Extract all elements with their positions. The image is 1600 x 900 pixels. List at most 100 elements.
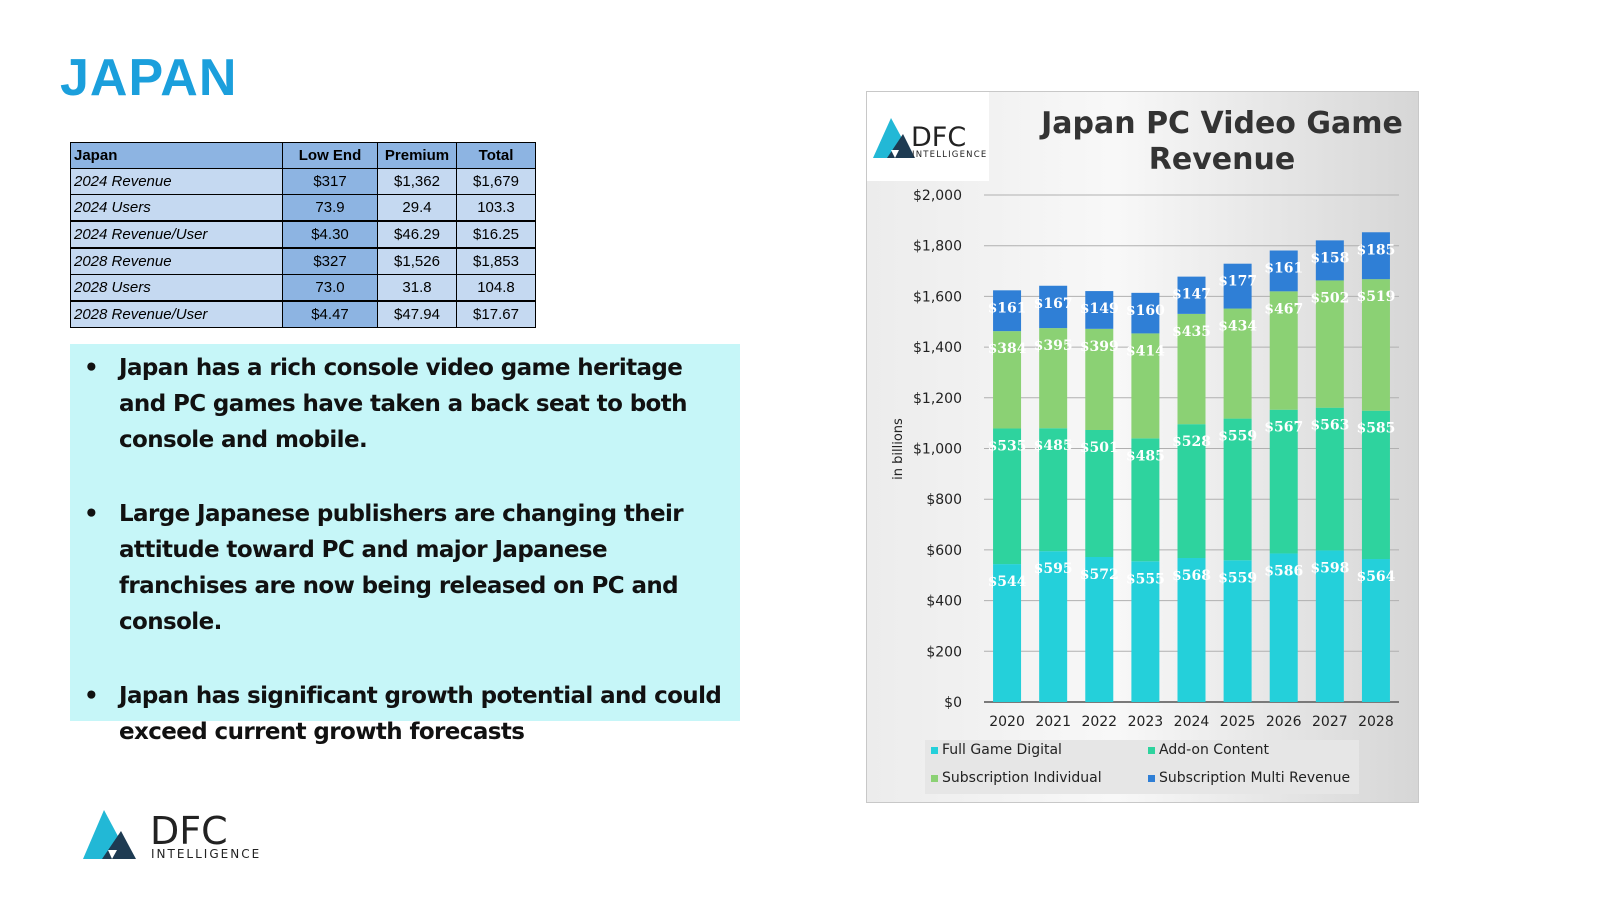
y-tick-label: $400 (926, 594, 962, 610)
x-tick-label: 2027 (1312, 714, 1348, 730)
data-label: $161 (988, 300, 1027, 316)
bar-segment (1131, 438, 1160, 562)
chart-panel: $0 $200 $400 $600 $800 $1,000 $1,200 $1,400 $1,6… (866, 91, 1419, 803)
table-cell: $1,679 (456, 168, 536, 195)
bar-segment (1361, 232, 1390, 280)
table-cell: $46.29 (377, 220, 457, 249)
bar-segment (1131, 333, 1160, 439)
x-tick-label: 2028 (1358, 714, 1394, 730)
bar-segment (1039, 285, 1068, 329)
data-label: $519 (1356, 289, 1395, 305)
table-cell: $4.30 (282, 220, 378, 249)
data-label: $167 (1034, 296, 1073, 312)
y-tick-label: $200 (926, 644, 962, 660)
data-label: $535 (988, 438, 1027, 454)
data-label: $485 (1034, 438, 1073, 454)
legend-label: Subscription Multi Revenue (1159, 770, 1350, 786)
x-tick-label: 2026 (1266, 714, 1302, 730)
data-label: $559 (1218, 429, 1257, 445)
table-cell: 103.3 (456, 194, 536, 222)
bar-segment (1223, 308, 1252, 419)
bar-segment (1177, 313, 1206, 425)
table-row-label: 2024 Revenue/User (70, 220, 283, 249)
data-label: $586 (1264, 563, 1303, 579)
table-header: Low End (282, 142, 378, 169)
data-label: $544 (988, 574, 1027, 590)
bar-segment (1269, 291, 1298, 410)
bullet-list: Japan has a rich console video game heri… (82, 350, 730, 750)
table-row: 2028 Users 73.0 31.8 104.8 (70, 274, 536, 302)
table-header-row: Japan Low End Premium Total (70, 142, 536, 169)
dfc-logo-icon: DFC INTELLIGENCE (83, 809, 259, 861)
data-label: $177 (1218, 274, 1257, 290)
y-tick-label: $1,600 (913, 289, 962, 305)
data-label: $502 (1310, 290, 1349, 306)
data-label: $160 (1126, 303, 1165, 319)
bar-segment (993, 428, 1022, 565)
table-row: 2028 Revenue $327 $1,526 $1,853 (70, 247, 536, 275)
legend-swatch (1148, 775, 1155, 782)
bar-segment (993, 290, 1022, 332)
data-label: $501 (1080, 440, 1119, 456)
table-cell: $4.47 (282, 300, 378, 328)
logo-main-text: DFC (911, 122, 966, 153)
bar-segment (1315, 240, 1344, 281)
logo-sub-text: INTELLIGENCE (912, 150, 987, 160)
table-row-label: 2028 Revenue (70, 247, 283, 275)
table-cell: 73.0 (282, 274, 378, 302)
legend-label: Add-on Content (1159, 742, 1269, 758)
table-cell: 31.8 (377, 274, 457, 302)
data-label: $564 (1356, 569, 1395, 585)
table-cell: $16.25 (456, 220, 536, 249)
bar-segment (1269, 553, 1298, 702)
y-tick-label: $800 (926, 492, 962, 508)
data-label: $563 (1310, 418, 1349, 434)
table-cell: $1,362 (377, 168, 457, 195)
footer-logo: DFC INTELLIGENCE (80, 802, 280, 867)
table-header: Total (456, 142, 536, 169)
table-cell: 73.9 (282, 194, 378, 222)
table-cell: 104.8 (456, 274, 536, 302)
legend-swatch (1148, 747, 1155, 754)
y-tick-label: $1,200 (913, 391, 962, 407)
data-label: $147 (1172, 287, 1211, 303)
bar-segment (1269, 409, 1298, 554)
x-tick-label: 2021 (1035, 714, 1071, 730)
data-label: $585 (1356, 421, 1395, 437)
table-row-label: 2028 Users (70, 274, 283, 302)
bar-segment (1039, 551, 1068, 702)
key-points-box: Japan has a rich console video game heri… (70, 344, 740, 745)
y-tick-label: $1,800 (913, 239, 962, 255)
data-label: $435 (1172, 324, 1211, 340)
bar-segment (993, 331, 1022, 429)
bar-segment (1085, 556, 1114, 702)
bar-segment (1039, 328, 1068, 429)
data-label: $568 (1172, 568, 1211, 584)
x-tick-label: 2022 (1081, 714, 1117, 730)
legend-swatch (931, 747, 938, 754)
bar-segment (1315, 407, 1344, 551)
data-label: $384 (988, 341, 1027, 357)
dfc-logo-icon: DFC INTELLIGENCE (873, 118, 987, 160)
table-row-label: 2024 Revenue (70, 168, 283, 195)
data-label: $149 (1080, 301, 1119, 317)
legend-label: Subscription Individual (942, 770, 1102, 786)
bar-segment (1269, 250, 1298, 292)
data-label: $567 (1264, 420, 1303, 436)
y-tick-label: $600 (926, 543, 962, 559)
bar-segment (1131, 561, 1160, 702)
bar-segment (1039, 428, 1068, 552)
page-title: JAPAN (60, 49, 238, 107)
summary-table: Japan Low End Premium Total 2024 Revenue… (70, 142, 536, 328)
data-label: $559 (1218, 570, 1257, 586)
data-label: $399 (1080, 339, 1119, 355)
bar-segment (1085, 291, 1114, 329)
bar-segment (1085, 429, 1114, 557)
table-header: Japan (70, 142, 283, 169)
legend-background (925, 740, 1359, 794)
data-label: $434 (1218, 319, 1257, 335)
data-label: $414 (1126, 343, 1165, 359)
bar-segment (1361, 279, 1390, 411)
x-tick-label: 2020 (989, 714, 1025, 730)
legend-label: Full Game Digital (942, 742, 1062, 758)
